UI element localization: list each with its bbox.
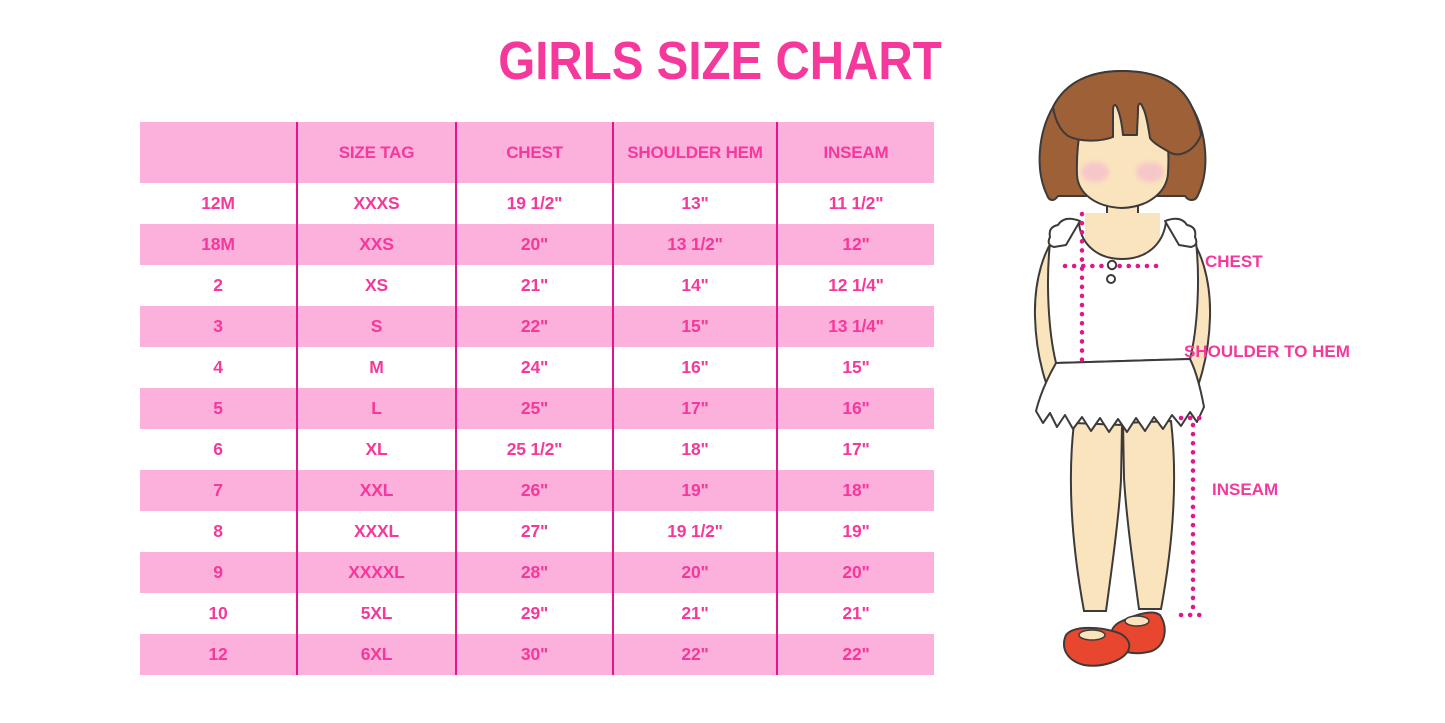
table-row: 6 XL 25 1/2" 18" 17" xyxy=(140,429,934,470)
bangs xyxy=(1052,70,1202,156)
page-title: GIRLS SIZE CHART xyxy=(498,31,942,91)
table-body: 12M XXXS 19 1/2" 13" 11 1/2" 18M XXS 20" 13 1/2"… xyxy=(140,183,934,675)
table-cell: 20" xyxy=(776,552,934,593)
table-cell: 19" xyxy=(776,511,934,552)
table-cell: 4 xyxy=(213,357,223,377)
table-cell: 11 1/2" xyxy=(776,183,934,224)
table-cell: 26" xyxy=(455,470,613,511)
header-cell-blank xyxy=(140,122,297,183)
inseam-label: INSEAM xyxy=(1212,480,1279,499)
shirt-buttons xyxy=(1106,259,1118,284)
table-cell: 12 xyxy=(140,634,297,675)
table-cell: 17" xyxy=(612,388,777,429)
table-cell: 18" xyxy=(776,470,934,511)
table-cell: 19 1/2" xyxy=(612,511,777,552)
left-leg xyxy=(1069,421,1124,612)
table-cell: 2 xyxy=(213,275,223,295)
table-row: 12 6XL 30" 22" 22" xyxy=(140,634,934,675)
table-cell: 19 1/2" xyxy=(455,183,613,224)
table-cell: 20" xyxy=(455,224,613,265)
table-cell: 16" xyxy=(612,347,777,388)
shirt xyxy=(1047,221,1199,364)
table-cell: 22" xyxy=(455,306,613,347)
table-cell: XXXXL xyxy=(296,552,456,593)
table-cell: 6XL xyxy=(296,634,456,675)
header-cell-size-tag: SIZE TAG xyxy=(296,122,456,183)
table-cell: 18M xyxy=(140,224,297,265)
table-cell: 13 1/4" xyxy=(776,306,934,347)
red-shoes xyxy=(1063,611,1166,667)
table-cell: 21" xyxy=(776,593,934,634)
table-row: 10 5XL 29" 21" 21" xyxy=(140,593,934,634)
table-cell: XXXS xyxy=(296,183,456,224)
table-cell: 14" xyxy=(612,265,777,306)
table-cell: 22" xyxy=(776,634,934,675)
table-header-row: SIZE TAG CHEST SHOULDER HEM INSEAM xyxy=(140,122,934,183)
chest-label: CHEST xyxy=(1205,252,1263,271)
table-cell: 19" xyxy=(612,470,777,511)
table-cell: 12M xyxy=(201,193,235,213)
header-cell-chest: CHEST xyxy=(455,122,613,183)
table-row: 12M XXXS 19 1/2" 13" 11 1/2" xyxy=(140,183,934,224)
girl-illustration xyxy=(1000,55,1445,723)
table-cell: 8 xyxy=(213,521,223,541)
header-cell-inseam: INSEAM xyxy=(776,122,934,183)
table-cell: 5XL xyxy=(296,593,456,634)
right-shoulder-ruffle xyxy=(1164,217,1198,248)
table-cell: 21" xyxy=(455,265,613,306)
shoulder-to-hem-label: SHOULDER TO HEM xyxy=(1184,342,1350,361)
table-row: 9 XXXXL 28" 20" 20" xyxy=(140,552,934,593)
table-cell: 27" xyxy=(455,511,613,552)
table-cell: 10 xyxy=(208,603,228,623)
left-shoulder-ruffle xyxy=(1047,217,1081,248)
table-cell: XS xyxy=(296,265,456,306)
table-cell: 29" xyxy=(455,593,613,634)
table-cell: 18" xyxy=(612,429,777,470)
table-cell: 9 xyxy=(140,552,297,593)
table-cell: L xyxy=(296,388,456,429)
header-cell-shoulder-hem: SHOULDER HEM xyxy=(612,122,777,183)
table-cell: 25 1/2" xyxy=(455,429,613,470)
table-cell: XL xyxy=(296,429,456,470)
table-cell: 17" xyxy=(776,429,934,470)
table-cell: 3 xyxy=(140,306,297,347)
table-cell: 22" xyxy=(612,634,777,675)
table-cell: 5 xyxy=(140,388,297,429)
table-cell: XXXL xyxy=(296,511,456,552)
table-cell: 7 xyxy=(140,470,297,511)
table-cell: 15" xyxy=(776,347,934,388)
blush-cheeks xyxy=(1081,162,1164,182)
table-row: 7 XXL 26" 19" 18" xyxy=(140,470,934,511)
table-cell: 12 1/4" xyxy=(776,265,934,306)
table-cell: 15" xyxy=(612,306,777,347)
size-table: SIZE TAG CHEST SHOULDER HEM INSEAM 12M XX… xyxy=(140,122,934,675)
table-row: 8 XXXL 27" 19 1/2" 19" xyxy=(140,511,934,552)
girl-figure-svg xyxy=(1033,70,1212,667)
table-cell: 13 1/2" xyxy=(612,224,777,265)
table-row: 2 XS 21" 14" 12 1/4" xyxy=(140,265,934,306)
table-row: 3 S 22" 15" 13 1/4" xyxy=(140,306,934,347)
table-row: 18M XXS 20" 13 1/2" 12" xyxy=(140,224,934,265)
table-row: 5 L 25" 17" 16" xyxy=(140,388,934,429)
table-cell: 20" xyxy=(612,552,777,593)
table-row: 4 M 24" 16" 15" xyxy=(140,347,934,388)
table-cell: 28" xyxy=(455,552,613,593)
table-cell: 30" xyxy=(455,634,613,675)
ruffle-skirt xyxy=(1035,358,1205,433)
table-cell: 24" xyxy=(455,347,613,388)
table-cell: 13" xyxy=(612,183,777,224)
table-cell: 25" xyxy=(455,388,613,429)
table-cell: S xyxy=(296,306,456,347)
table-cell: M xyxy=(296,347,456,388)
table-cell: 21" xyxy=(612,593,777,634)
table-cell: 16" xyxy=(776,388,934,429)
table-cell: 12" xyxy=(776,224,934,265)
table-cell: XXL xyxy=(296,470,456,511)
table-cell: 6 xyxy=(213,439,223,459)
right-leg xyxy=(1121,419,1176,610)
table-cell: XXS xyxy=(296,224,456,265)
